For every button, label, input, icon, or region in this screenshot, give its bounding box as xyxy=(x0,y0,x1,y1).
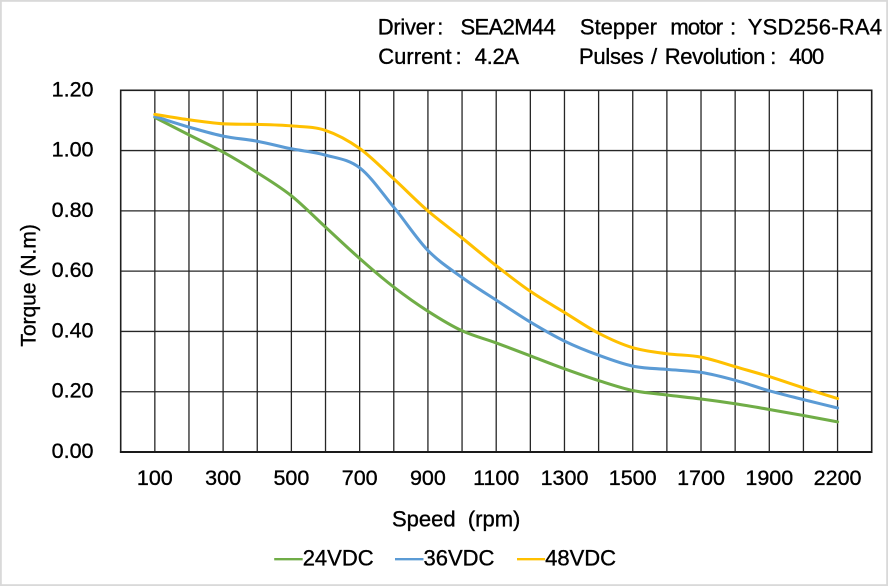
svg-text:1.20: 1.20 xyxy=(52,77,94,101)
svg-text:1900: 1900 xyxy=(745,466,793,490)
svg-text::: : xyxy=(730,15,736,40)
svg-text:4.2A: 4.2A xyxy=(475,44,520,69)
svg-text:0.00: 0.00 xyxy=(52,439,94,463)
svg-text:0.60: 0.60 xyxy=(52,258,94,282)
svg-text::: : xyxy=(437,15,443,40)
svg-text:48VDC: 48VDC xyxy=(545,546,616,571)
svg-text:1300: 1300 xyxy=(541,466,589,490)
svg-text:0.20: 0.20 xyxy=(52,379,94,403)
svg-text:Current: Current xyxy=(378,44,451,69)
svg-text:motor: motor xyxy=(670,15,722,40)
svg-text:700: 700 xyxy=(342,466,378,490)
svg-text:1500: 1500 xyxy=(609,466,657,490)
svg-text:400: 400 xyxy=(789,44,824,69)
svg-text:Stepper: Stepper xyxy=(580,15,657,40)
svg-text:0.40: 0.40 xyxy=(52,318,94,342)
svg-text:Torque (N.m): Torque (N.m) xyxy=(18,224,41,347)
svg-text:24VDC: 24VDC xyxy=(303,546,374,571)
svg-text:Pulses: Pulses xyxy=(579,44,644,69)
svg-text:1100: 1100 xyxy=(473,466,519,490)
svg-text:Revolution: Revolution xyxy=(665,44,765,69)
svg-text:2200: 2200 xyxy=(814,466,862,490)
svg-text:Driver: Driver xyxy=(378,15,435,40)
svg-text:1.00: 1.00 xyxy=(52,138,94,162)
svg-text:300: 300 xyxy=(205,466,241,490)
svg-text:900: 900 xyxy=(410,466,446,490)
svg-text:0.80: 0.80 xyxy=(52,198,94,222)
svg-text:1700: 1700 xyxy=(677,466,725,490)
svg-text:500: 500 xyxy=(273,466,309,490)
svg-text:YSD256-RA4: YSD256-RA4 xyxy=(748,15,883,40)
svg-text:SEA2M44: SEA2M44 xyxy=(461,15,556,40)
svg-text:36VDC: 36VDC xyxy=(424,546,495,571)
svg-text:Speed (rpm): Speed (rpm) xyxy=(392,507,520,532)
svg-text::: : xyxy=(770,44,776,69)
svg-text:100: 100 xyxy=(137,466,173,490)
svg-text:/: / xyxy=(651,44,658,69)
svg-text::: : xyxy=(456,44,462,69)
